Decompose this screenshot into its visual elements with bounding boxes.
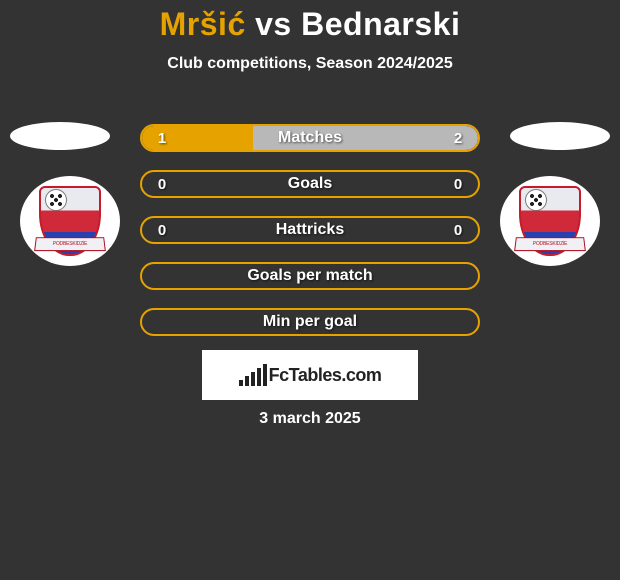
stat-value-right: 0 bbox=[444, 222, 472, 239]
stat-row: 0Goals0 bbox=[140, 170, 480, 198]
player1-ellipse bbox=[10, 122, 110, 150]
stats-bars: 1Matches20Goals00Hattricks0Goals per mat… bbox=[140, 124, 480, 354]
brand-suffix: Tables.com bbox=[289, 365, 382, 385]
crest-banner-text: PODBESKIDZIE bbox=[34, 237, 106, 251]
subtitle: Club competitions, Season 2024/2025 bbox=[0, 55, 620, 73]
crest-icon: PODBESKIDZIE bbox=[519, 186, 581, 256]
branding-badge: FcTables.com bbox=[202, 350, 418, 400]
stat-label: Matches bbox=[176, 129, 444, 147]
crest-banner-text: PODBESKIDZIE bbox=[514, 237, 586, 251]
brand-prefix: Fc bbox=[269, 365, 289, 385]
stat-label: Goals bbox=[176, 175, 444, 193]
stat-row: Goals per match bbox=[140, 262, 480, 290]
crest-icon: PODBESKIDZIE bbox=[39, 186, 101, 256]
vs-text: vs bbox=[255, 6, 292, 42]
stat-label: Min per goal bbox=[176, 313, 444, 331]
bars-icon bbox=[239, 364, 267, 386]
stat-label: Goals per match bbox=[176, 267, 444, 285]
player1-name: Mršić bbox=[160, 6, 246, 42]
page-title: Mršić vs Bednarski bbox=[0, 0, 620, 43]
stat-label: Hattricks bbox=[176, 221, 444, 239]
stat-value-right: 2 bbox=[444, 130, 472, 147]
player2-name: Bednarski bbox=[301, 6, 460, 42]
stat-row: 1Matches2 bbox=[140, 124, 480, 152]
player2-ellipse bbox=[510, 122, 610, 150]
player1-club-badge: PODBESKIDZIE bbox=[20, 176, 120, 266]
stat-value-left: 0 bbox=[148, 176, 176, 193]
stat-value-right: 0 bbox=[444, 176, 472, 193]
stat-value-left: 1 bbox=[148, 130, 176, 147]
stat-value-left: 0 bbox=[148, 222, 176, 239]
date-text: 3 march 2025 bbox=[0, 410, 620, 428]
brand-text: FcTables.com bbox=[269, 365, 382, 386]
stat-row: 0Hattricks0 bbox=[140, 216, 480, 244]
comparison-card: Mršić vs Bednarski Club competitions, Se… bbox=[0, 0, 620, 445]
stat-row: Min per goal bbox=[140, 308, 480, 336]
player2-club-badge: PODBESKIDZIE bbox=[500, 176, 600, 266]
